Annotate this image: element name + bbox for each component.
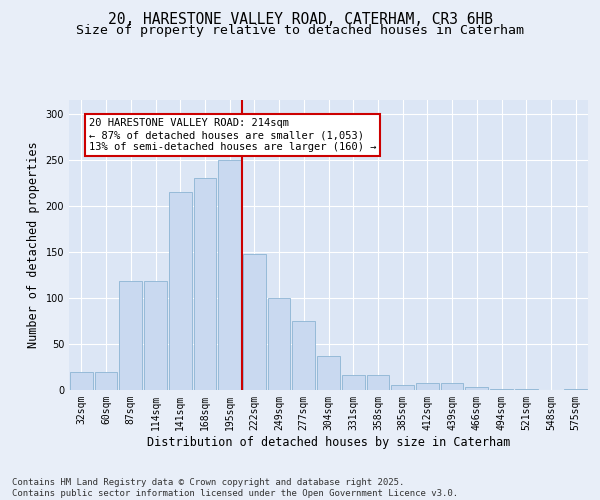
Text: Size of property relative to detached houses in Caterham: Size of property relative to detached ho… [76,24,524,37]
Bar [268,298,290,390]
Bar [119,282,142,390]
Bar [70,372,93,390]
Bar [194,178,216,390]
Text: 20 HARESTONE VALLEY ROAD: 214sqm
← 87% of detached houses are smaller (1,053)
13: 20 HARESTONE VALLEY ROAD: 214sqm ← 87% o… [89,118,376,152]
Bar [515,389,538,390]
Bar [243,254,266,390]
Bar [416,382,439,390]
Y-axis label: Number of detached properties: Number of detached properties [27,142,40,348]
Bar [564,389,587,390]
X-axis label: Distribution of detached houses by size in Caterham: Distribution of detached houses by size … [147,436,510,448]
Bar [169,192,191,390]
Bar [391,386,414,390]
Bar [490,389,513,390]
Bar [95,372,118,390]
Bar [144,282,167,390]
Text: Contains HM Land Registry data © Crown copyright and database right 2025.
Contai: Contains HM Land Registry data © Crown c… [12,478,458,498]
Bar [292,321,315,390]
Bar [218,160,241,390]
Bar [466,387,488,390]
Bar [367,376,389,390]
Text: 20, HARESTONE VALLEY ROAD, CATERHAM, CR3 6HB: 20, HARESTONE VALLEY ROAD, CATERHAM, CR3… [107,12,493,28]
Bar [317,356,340,390]
Bar [342,376,365,390]
Bar [441,382,463,390]
